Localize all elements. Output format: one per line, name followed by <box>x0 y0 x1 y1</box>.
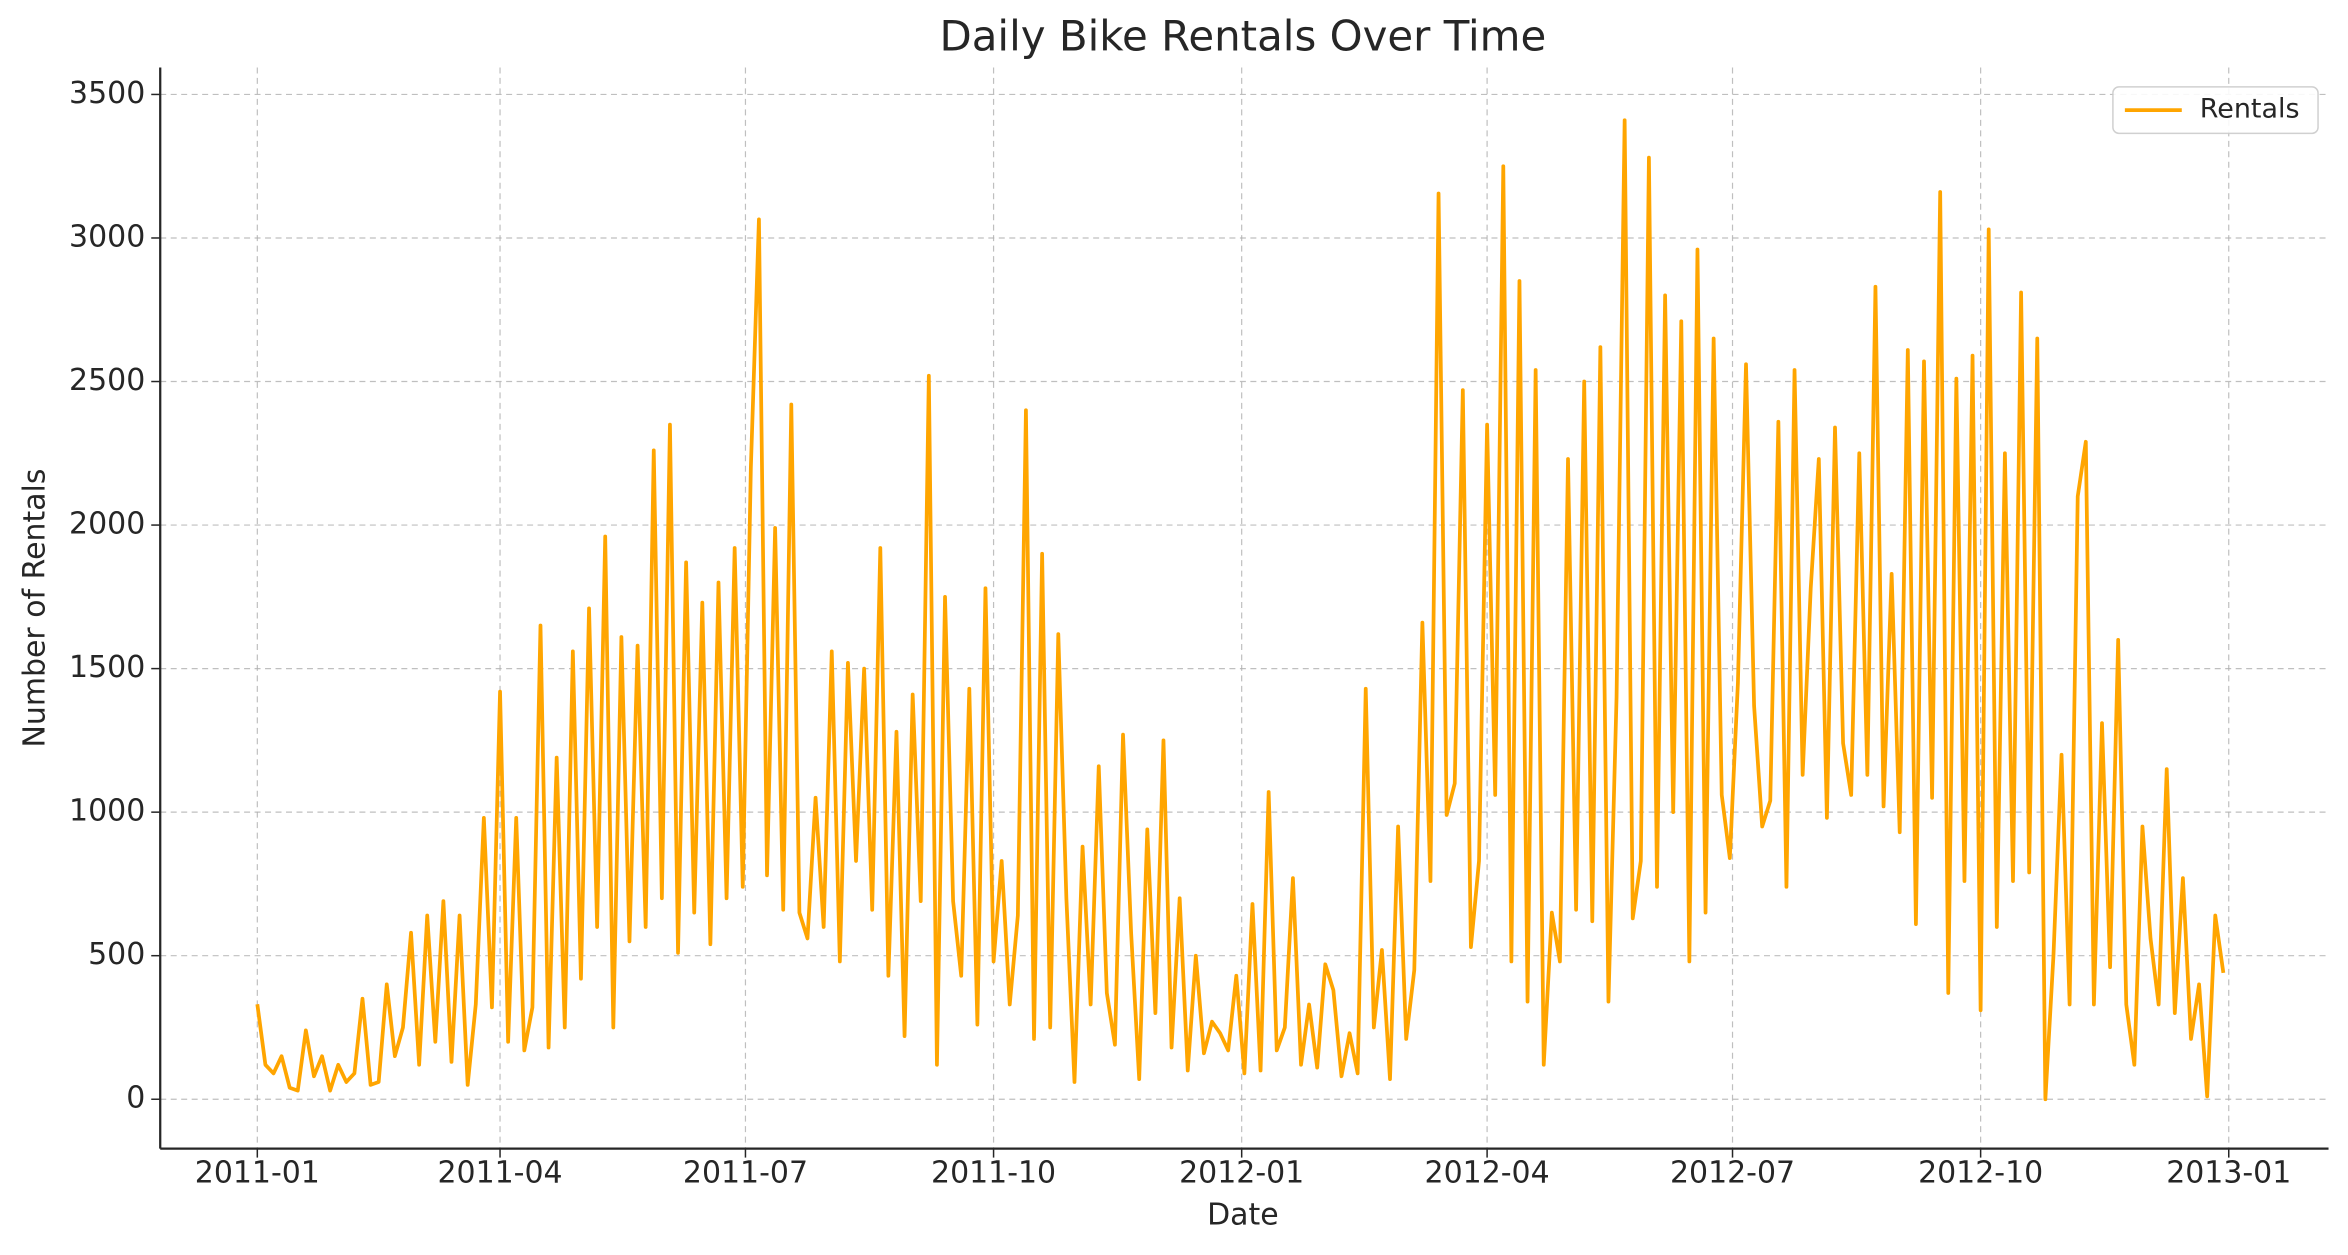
x-tick-label: 2011-10 <box>931 1156 1056 1191</box>
x-axis-label: Date <box>1207 1197 1279 1232</box>
y-tick-label: 0 <box>126 1081 145 1116</box>
data-line <box>255 118 2226 1102</box>
y-tick-label: 1500 <box>69 650 145 685</box>
y-tick-label: 3500 <box>69 76 145 111</box>
y-axis-label: Number of Rentals <box>17 469 52 748</box>
x-tick-label: 2012-10 <box>1918 1156 2043 1191</box>
chart-title: Daily Bike Rentals Over Time <box>939 12 1546 61</box>
x-tick-label: 2012-07 <box>1670 1156 1795 1191</box>
x-tick-label: 2012-04 <box>1425 1156 1550 1191</box>
x-tick-label: 2011-01 <box>195 1156 320 1191</box>
y-tick-label: 2000 <box>69 507 145 542</box>
x-tick-label: 2011-07 <box>683 1156 808 1191</box>
legend-box <box>2112 86 2319 135</box>
y-tick-label: 2500 <box>69 363 145 398</box>
x-tick-label: 2013-01 <box>2166 1156 2291 1191</box>
x-tick-label: 2012-01 <box>1179 1156 1304 1191</box>
legend-label: Rentals <box>2200 94 2300 125</box>
y-tick-label: 500 <box>88 937 145 972</box>
y-tick-label: 3000 <box>69 219 145 254</box>
x-tick-label: 2011-04 <box>437 1156 562 1191</box>
y-tick-label: 1000 <box>69 794 145 829</box>
